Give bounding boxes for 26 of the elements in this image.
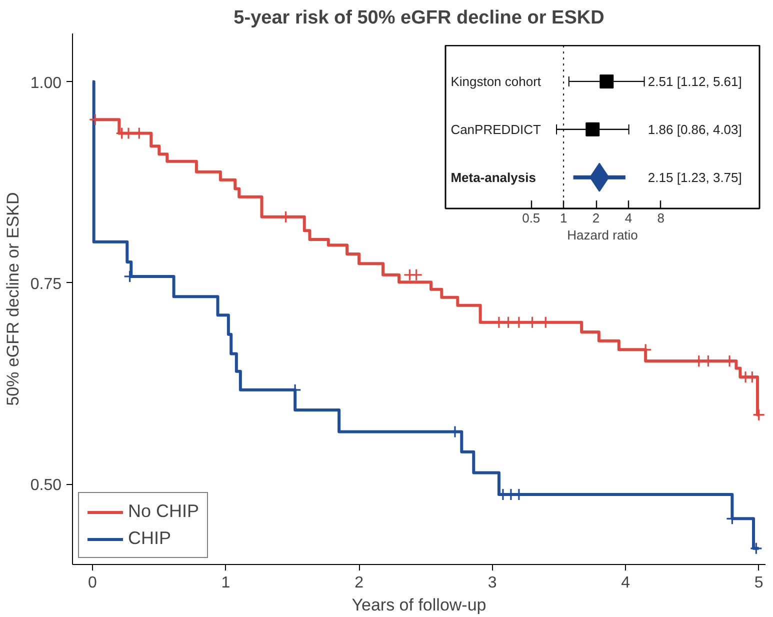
x-tick-label: 4	[621, 574, 630, 592]
x-tick-label: 2	[592, 210, 600, 226]
x-tick-label: 0.5	[522, 210, 540, 226]
data-label: 2.15 [1.23, 3.75]	[648, 170, 742, 185]
x-tick-label: 2	[354, 574, 364, 592]
x-axis-title: Years of follow-up	[352, 596, 486, 614]
x-axis-title: Hazard ratio	[567, 228, 638, 242]
y-tick-label: Meta-analysis	[450, 170, 536, 185]
x-tick-label: 3	[488, 574, 497, 592]
x-tick-label: 1	[221, 574, 230, 592]
x-tick-label: 5	[754, 574, 764, 592]
x-tick-label: 1	[560, 210, 568, 226]
y-tick-label: 1.00	[30, 74, 62, 92]
y-tick-label: 0.75	[30, 276, 62, 293]
y-tick-label: 0.50	[30, 477, 62, 494]
data-label: 2.51 [1.12, 5.61]	[648, 74, 742, 89]
chart-title: 5-year risk of 50% eGFR decline or ESKD	[234, 8, 604, 28]
legend-label: CHIP	[128, 528, 172, 549]
data-label: 1.86 [0.86, 4.03]	[648, 122, 742, 137]
y-tick-label: Kingston cohort	[450, 74, 542, 89]
y-tick-label: CanPREDDICT	[450, 122, 542, 137]
legend-label: No CHIP	[128, 501, 200, 522]
x-tick-label: 4	[624, 210, 632, 226]
x-tick-label: 0	[88, 574, 98, 592]
x-tick-label: 8	[657, 210, 665, 226]
y-axis-title: 50% eGFR decline or ESKD	[3, 192, 22, 406]
